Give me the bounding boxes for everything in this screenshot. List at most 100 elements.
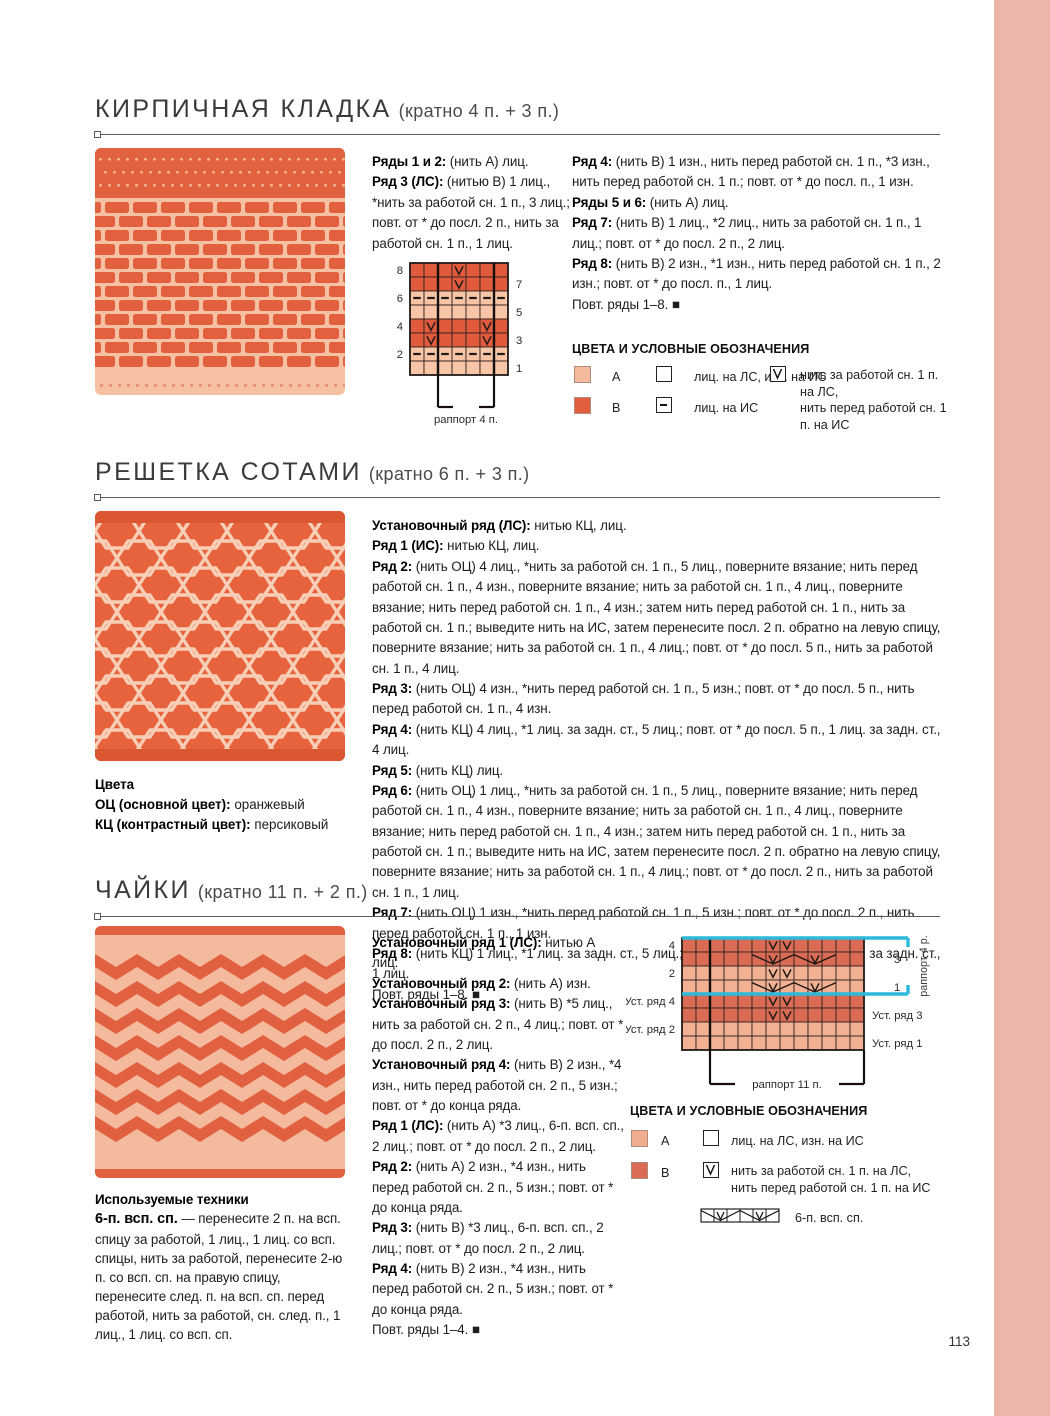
techniques-title: Используемые техники <box>95 1192 249 1207</box>
row-text: (нить А) лиц. <box>449 154 529 169</box>
technique-term: 6-п. всп. сп. <box>95 1211 178 1228</box>
svg-text:8: 8 <box>397 265 403 277</box>
row-label: КЦ (контрастный цвет): <box>95 817 255 833</box>
knit-symbol-label: лиц. на ЛС, изн. на ИС <box>731 1134 864 1148</box>
instruction-row: Ряд 2: (нить ОЦ) 4 лиц., *нить за работо… <box>372 557 948 679</box>
svg-text:раппорт 4 р.: раппорт 4 р. <box>918 935 930 996</box>
instruction-row: Ряд 3 (ЛС): (нитью В) 1 лиц., *нить за р… <box>372 172 570 254</box>
instruction-row: Ряды 5 и 6: (нить А) лиц. <box>572 193 948 213</box>
row-text: (нить А) *3 лиц., 6-п. всп. сп., 2 лиц.;… <box>372 1118 624 1154</box>
instruction-row: Ряд 3: (нить В) *3 лиц., 6-п. всп. сп., … <box>372 1218 624 1259</box>
section-rule <box>94 131 940 138</box>
row-text: (нить В) 2 изн., *1 изн., нить перед раб… <box>572 255 941 292</box>
instruction-row: Ряд 4: (нить В) 1 изн., нить перед работ… <box>572 152 948 193</box>
svg-text:1: 1 <box>516 363 522 375</box>
row-label: ОЦ (основной цвет): <box>95 797 235 813</box>
row-text: (нить ОЦ) 1 лиц., *нить за работой сн. 1… <box>372 782 941 900</box>
section-title-text: РЕШЕТКА СОТАМИ <box>95 458 362 486</box>
svg-text:3: 3 <box>516 335 522 347</box>
slip-symbol-label: нить за работой сн. 1 п. на ЛС, нить пер… <box>731 1164 931 1195</box>
row-label: Ряд 3: <box>372 681 416 696</box>
instruction-row: КЦ (контрастный цвет): персиковый <box>95 815 365 835</box>
legend-title: ЦВЕТА И УСЛОВНЫЕ ОБОЗНАЧЕНИЯ <box>572 342 810 356</box>
row-text: (нить КЦ) лиц. <box>415 762 504 778</box>
instruction-row: Установочный ряд 3: (нить В) *5 лиц., ни… <box>372 994 624 1055</box>
section-title-text: КИРПИЧНАЯ КЛАДКА <box>95 95 392 123</box>
section-multiple-text: (кратно 4 п. + 3 п.) <box>398 101 560 121</box>
row-label: Установочный ряд 3: <box>372 996 515 1012</box>
instruction-row: Ряд 1 (ИС): нитью КЦ, лиц. <box>372 536 948 556</box>
dash-glyph-icon <box>659 403 667 406</box>
row-text: Повт. ряды 1–8. ■ <box>572 296 680 312</box>
rule-square-icon <box>94 913 101 920</box>
row-text: (нить В) 1 изн., нить перед работой сн. … <box>572 154 930 190</box>
instruction-row: Ряд 6: (нить ОЦ) 1 лиц., *нить за работо… <box>372 781 948 903</box>
row-label: Ряд 5: <box>372 762 416 778</box>
row-label: Установочный ряд (ЛС): <box>372 518 535 533</box>
row-label: Установочный ряд 2: <box>372 975 515 991</box>
rule-square-icon <box>94 131 101 138</box>
row-label: Ряд 7: <box>572 215 616 231</box>
rule-square-icon <box>94 494 101 501</box>
row-label: Ряд 4: <box>372 721 416 737</box>
cable-symbol-label: 6-п. всп. сп. <box>795 1211 864 1225</box>
row-text: нитью А лиц. <box>372 935 596 971</box>
instruction-row: Ряд 8: (нить В) 2 изн., *1 изн., нить пе… <box>572 254 948 295</box>
purl-symbol-icon <box>656 397 672 413</box>
svg-text:Уст. ряд 2: Уст. ряд 2 <box>626 1024 675 1036</box>
legend-gulls: ЦВЕТА И УСЛОВНЫЕ ОБОЗНАЧЕНИЯ А лиц. на Л… <box>630 1104 960 1234</box>
row-text: (нить В) *5 лиц., нить за работой сн. 2 … <box>372 996 624 1052</box>
section-brick-title: КИРПИЧНАЯ КЛАДКА (кратно 4 п. + 3 п.) <box>95 95 559 124</box>
colors-block: Цвета ОЦ (основной цвет): оранжевый КЦ (к… <box>95 775 365 835</box>
svg-text:7: 7 <box>516 279 522 291</box>
row-label: Ряд 4: <box>372 1261 416 1276</box>
colors-block-title: Цвета <box>95 777 135 792</box>
row-text: оранжевый <box>234 797 305 813</box>
instruction-row: Повт. ряды 1–8. ■ <box>572 295 948 315</box>
row-text: (нить А) 2 изн., *4 изн., нить перед раб… <box>372 1159 614 1215</box>
row-label: Ряд 3 (ЛС): <box>372 174 447 190</box>
row-text: (нить ОЦ) 4 лиц., *нить за работой сн. 1… <box>372 558 941 676</box>
cable-symbol-icon <box>700 1208 780 1223</box>
instruction-row: Установочный ряд 2: (нить А) изн. <box>372 974 624 994</box>
color-swatch-b <box>574 397 591 414</box>
swatch-photo-gulls <box>95 926 345 1178</box>
section-rule <box>94 913 940 920</box>
section-gulls-title: ЧАЙКИ (кратно 11 п. + 2 п.) <box>95 876 368 905</box>
instruction-row: Ряды 1 и 2: (нить А) лиц. <box>372 152 570 172</box>
knitting-chart-gulls: 4 2 Уст. ряд 4 Уст. ряд 2 3 1 Уст. ряд 3 Уст. р… <box>626 935 930 1091</box>
instruction-row: Установочный ряд (ЛС): нитью КЦ, лиц. <box>372 516 948 536</box>
row-label: Ряд 7: <box>372 905 416 921</box>
row-text: Повт. ряды 1–4. ■ <box>372 1322 480 1338</box>
row-label: Ряд 3: <box>372 1220 416 1236</box>
row-label: Ряд 1 (ЛС): <box>372 1118 447 1134</box>
swatch-photo-honeycomb <box>95 511 345 761</box>
instructions-gulls: Установочный ряд 1 (ЛС): нитью А лиц. Уст… <box>372 933 624 1341</box>
svg-text:2: 2 <box>669 968 675 980</box>
instruction-row: Повт. ряды 1–8. ■ <box>372 985 948 1005</box>
section-honeycomb-title: РЕШЕТКА СОТАМИ (кратно 6 п. + 3 п.) <box>95 458 530 487</box>
section-multiple-text: (кратно 6 п. + 3 п.) <box>368 464 530 484</box>
svg-text:3: 3 <box>894 954 900 966</box>
instruction-row: Повт. ряды 1–4. ■ <box>372 1320 624 1340</box>
knit-symbol-label: лиц. на ЛС, изн. на ИС <box>694 370 827 384</box>
row-text: (нить В) *3 лиц., 6-п. всп. сп., 2 лиц.;… <box>372 1220 604 1256</box>
row-text: (нить А) изн. <box>514 975 591 991</box>
section-multiple-text: (кратно 11 п. + 2 п.) <box>197 882 368 902</box>
instruction-row: ОЦ (основной цвет): оранжевый <box>95 795 365 815</box>
knit-symbol-icon <box>656 366 672 382</box>
page-number: 113 <box>948 1334 970 1349</box>
row-text: (нитью В) 1 лиц., *нить за работой сн. 1… <box>372 174 570 251</box>
slip-symbol-icon <box>703 1162 719 1178</box>
svg-text:4: 4 <box>397 321 403 333</box>
svg-text:2: 2 <box>397 349 403 361</box>
row-text: (нить ОЦ) 4 изн., *нить перед работой сн… <box>372 681 915 717</box>
row-label: Ряд 1 (ИС): <box>372 538 448 554</box>
instruction-row: Установочный ряд 4: (нить В) 2 изн., *4 … <box>372 1055 624 1116</box>
legend-title: ЦВЕТА И УСЛОВНЫЕ ОБОЗНАЧЕНИЯ <box>630 1104 868 1118</box>
row-label: Установочный ряд 4: <box>372 1057 515 1073</box>
section-title-text: ЧАЙКИ <box>95 876 191 904</box>
instruction-row: Ряд 4: (нить КЦ) 4 лиц., *1 лиц. за задн… <box>372 720 948 761</box>
row-text: нитью КЦ, лиц. <box>447 538 540 554</box>
row-text: (нить В) 2 изн., *4 изн., нить перед раб… <box>372 1261 614 1317</box>
